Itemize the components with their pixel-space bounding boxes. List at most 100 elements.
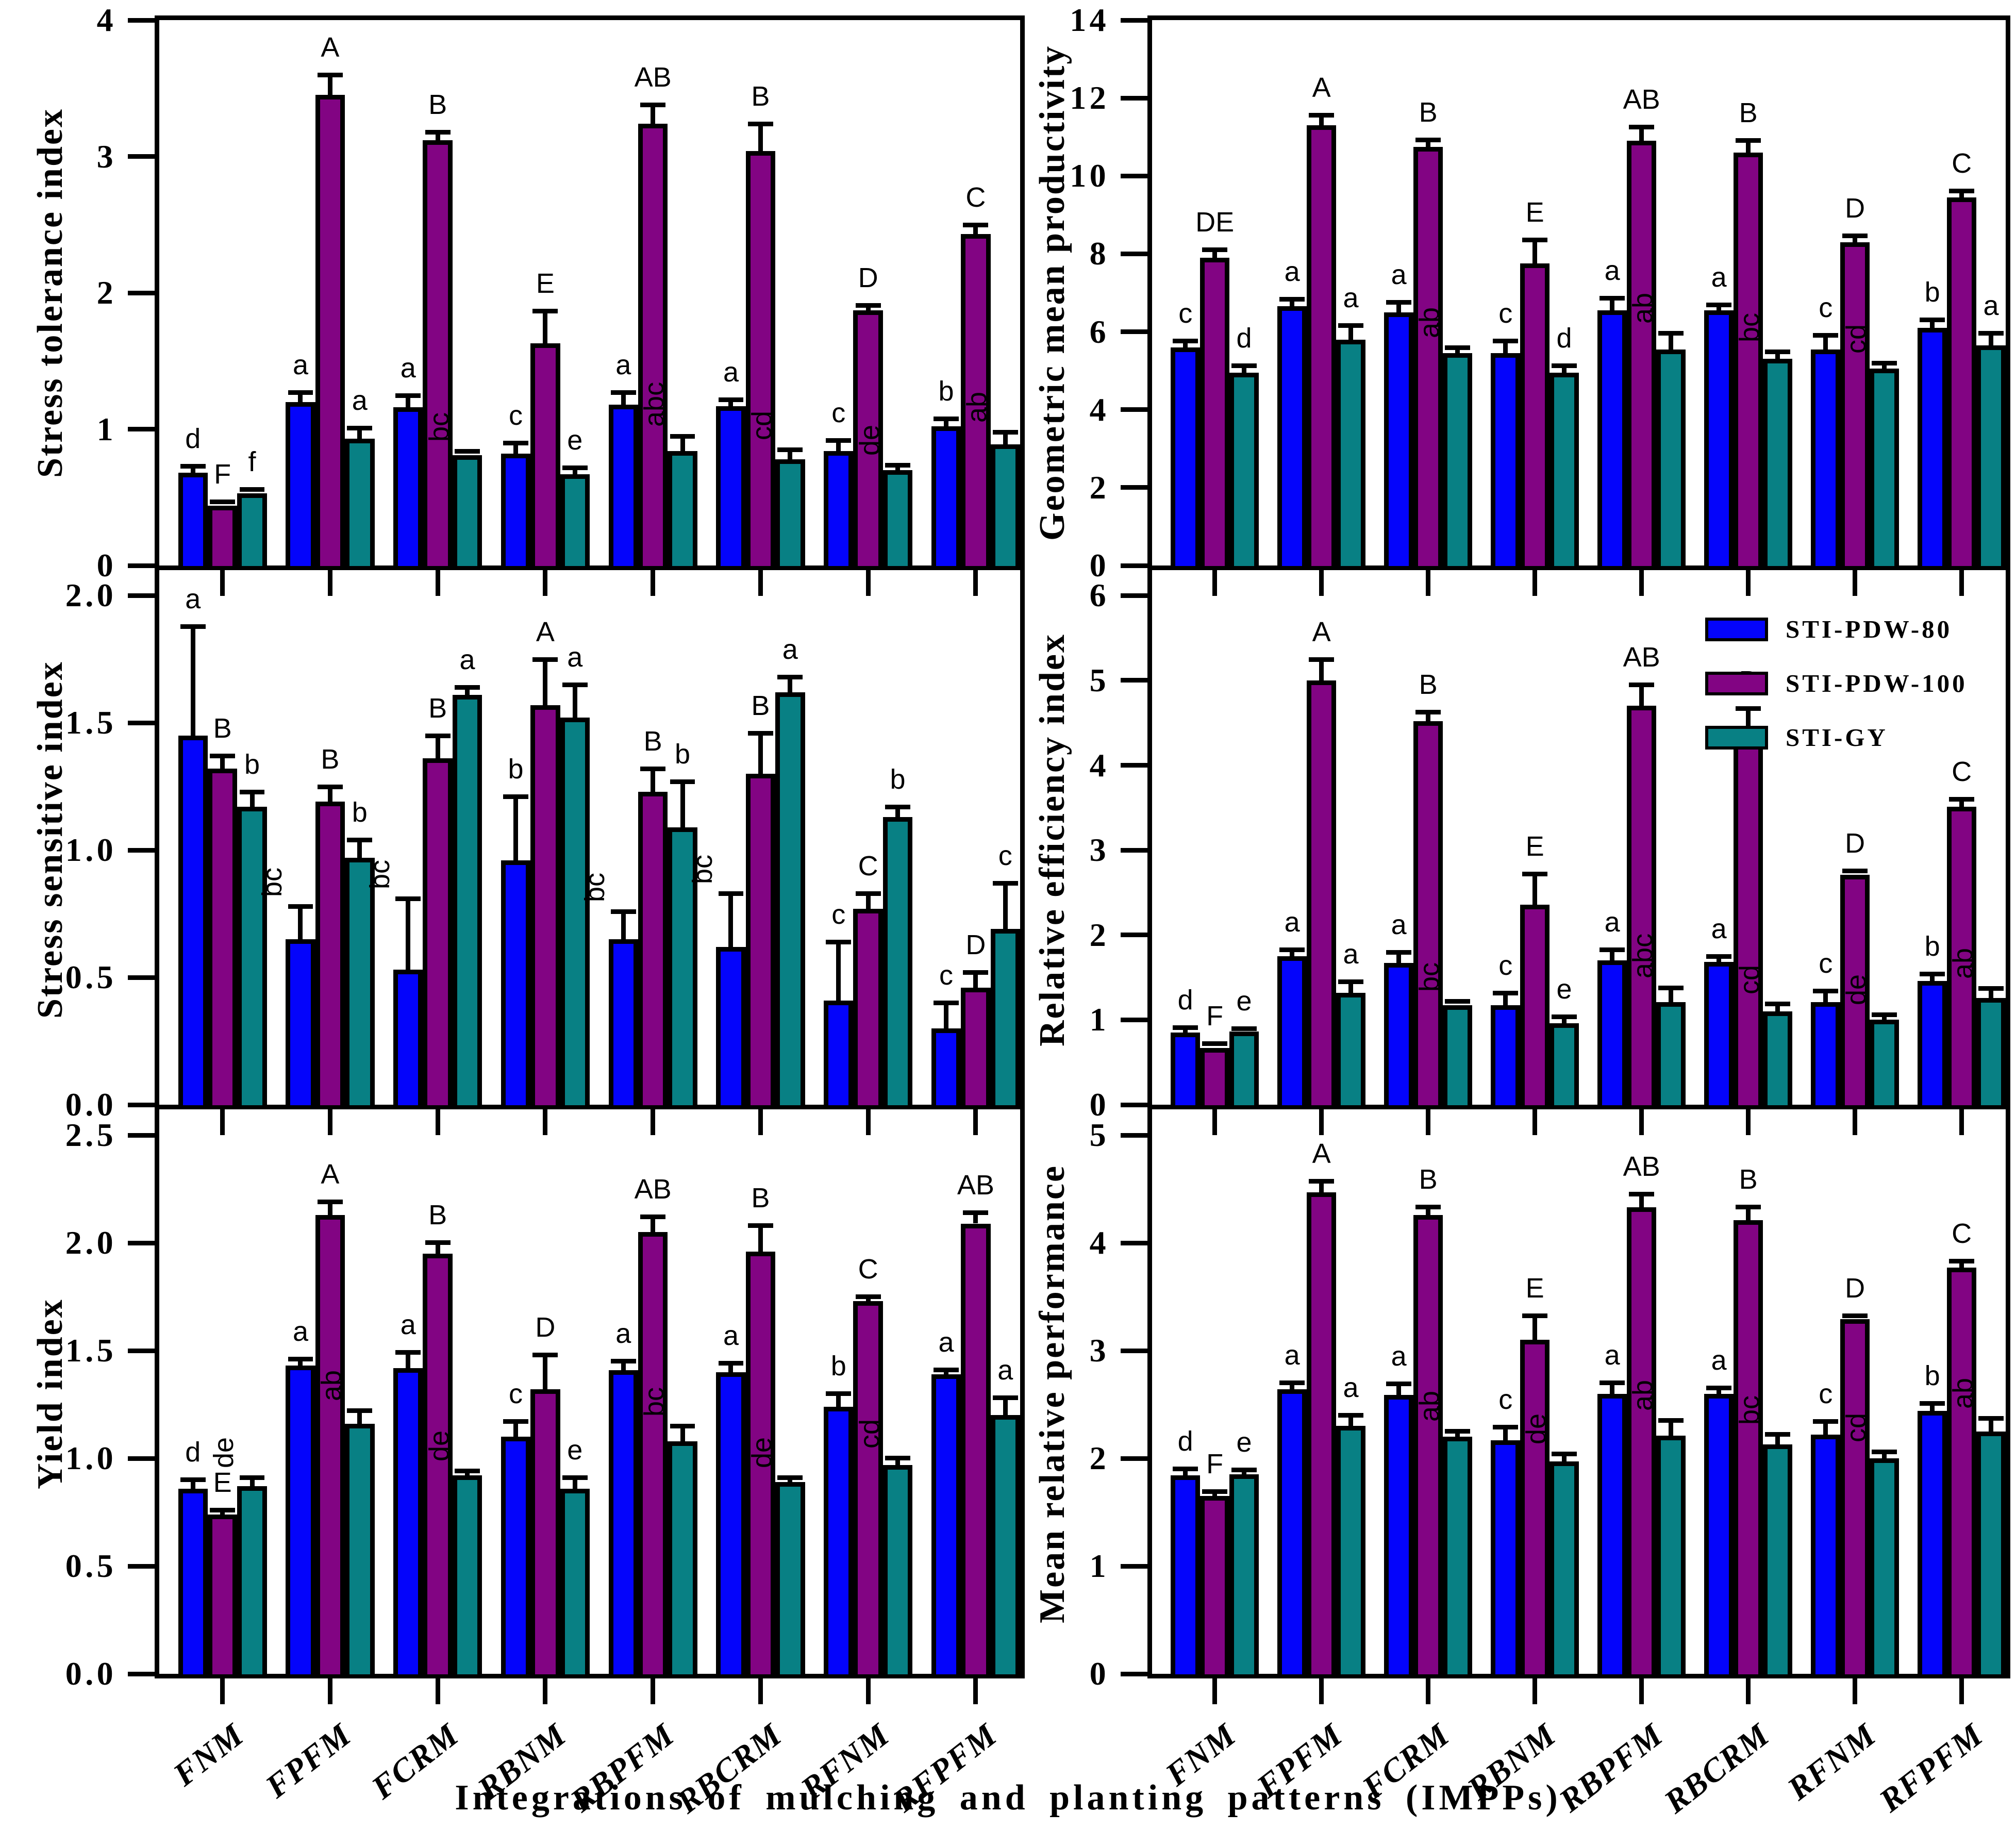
significance-letter: DE [1195, 206, 1235, 238]
significance-letter: b [352, 797, 368, 828]
error-bar-line [1610, 952, 1615, 961]
error-bar-line [865, 1299, 871, 1301]
bar-sti-pdw-80-rbnm [1491, 1005, 1521, 1105]
y-tick [1121, 1017, 1152, 1022]
bar-sti-gy-rbcrm [1763, 1444, 1792, 1674]
significance-letter: d [1556, 322, 1572, 354]
significance-letter: D [535, 1311, 556, 1343]
bar-sti-pdw-80-rbnm [501, 454, 531, 566]
y-tick [128, 847, 159, 853]
error-bar-line [572, 470, 577, 474]
significance-letter: B [321, 743, 340, 775]
error-bar-line [1319, 117, 1324, 126]
error-bar-line [1426, 1209, 1431, 1215]
error-bar-line [513, 799, 518, 860]
error-bar-cap [395, 896, 421, 901]
significance-letter: a [459, 644, 475, 676]
bar-sti-gy-fpfm [345, 439, 375, 566]
y-tick-label: 4 [1089, 391, 1109, 428]
legend-item: STI-GY [1705, 723, 1968, 752]
panel-stress-sensitive-index [155, 570, 1025, 1109]
bar-sti-pdw-80-rbcrm [1704, 310, 1734, 566]
bar-sti-gy-fcrm [452, 1475, 482, 1674]
bar-sti-gy-rfnm [882, 817, 913, 1105]
error-bar-cap [180, 464, 206, 469]
error-bar-line [758, 126, 763, 151]
error-bar-cap [610, 909, 636, 914]
error-bar-line [1562, 1456, 1567, 1462]
bar-sti-gy-fnm [1229, 372, 1259, 566]
significance-letter: de [1840, 974, 1872, 1006]
error-bar-line [651, 107, 656, 124]
error-bar-line [298, 1361, 303, 1366]
significance-letter: d [1236, 322, 1252, 354]
y-tick-label: 0.5 [65, 959, 116, 996]
y-tick-label: 2 [96, 274, 116, 311]
significance-letter: A [1312, 72, 1331, 103]
bar-sti-pdw-100-rfnm [1840, 1319, 1870, 1674]
y-tick-label: 3 [96, 138, 116, 175]
error-bar-cap [670, 434, 695, 439]
x-tick [758, 565, 763, 596]
x-tick [220, 565, 225, 596]
y-tick [128, 975, 159, 980]
x-tick [220, 1674, 225, 1704]
error-bar-cap [718, 891, 744, 896]
error-bar-cap [1920, 1401, 1945, 1406]
error-bar-line [1562, 368, 1567, 373]
error-bar-line [1746, 1209, 1751, 1221]
bar-sti-pdw-80-rbcrm [716, 1372, 746, 1674]
error-bar-cap [1445, 345, 1470, 351]
error-bar-line [973, 975, 978, 988]
x-tick [327, 1105, 332, 1135]
y-tick [128, 290, 159, 295]
error-bar-cap [1813, 332, 1838, 338]
error-bar-line [758, 735, 763, 774]
x-tick [973, 1105, 978, 1135]
significance-letter: b [938, 375, 954, 407]
error-bar-cap [1872, 1449, 1897, 1454]
error-bar-line [1426, 714, 1431, 721]
x-tick [1319, 1105, 1324, 1135]
bar-sti-gy-rbpfm [668, 827, 697, 1105]
error-bar-cap [455, 449, 480, 454]
significance-letter: A [321, 32, 340, 63]
error-bar-line [1212, 252, 1218, 258]
error-bar-line [249, 794, 255, 807]
significance-letter: a [723, 1320, 739, 1352]
x-tick [1212, 1105, 1218, 1135]
bar-sti-gy-fcrm [1443, 1005, 1472, 1105]
significance-letter: b [675, 738, 691, 770]
bar-sti-pdw-100-rbnm [1520, 904, 1550, 1105]
y-axis-title-yield-index: Yield index [30, 1298, 70, 1490]
bar-sti-pdw-80-fnm [1171, 347, 1201, 566]
y-tick-label: 3 [1089, 831, 1109, 869]
bar-sti-pdw-80-rfnm [824, 451, 854, 566]
error-bar-cap [934, 1367, 959, 1372]
y-tick-label: 0.0 [65, 1086, 116, 1123]
error-bar-line [1348, 328, 1354, 340]
bar-sti-pdw-80-rbpfm [608, 1370, 638, 1674]
bar-sti-gy-fnm [1229, 1032, 1259, 1105]
error-bar-cap [503, 794, 528, 800]
error-bar-cap [1202, 1041, 1227, 1046]
y-tick-label: 12 [1070, 79, 1109, 117]
significance-letter: a [1343, 939, 1359, 970]
error-bar-cap [503, 1419, 528, 1424]
bar-sti-pdw-100-fcrm [1413, 146, 1443, 566]
x-tick [1639, 1674, 1644, 1704]
significance-letter: AB [634, 62, 672, 93]
x-tick [543, 565, 548, 596]
bar-sti-pdw-100-rfnm [853, 1301, 883, 1674]
error-bar-line [1003, 435, 1008, 444]
significance-letter: a [1391, 1341, 1407, 1372]
bar-sti-pdw-100-fpfm [1307, 680, 1337, 1105]
y-tick [1121, 1671, 1152, 1676]
significance-letter: a [292, 1316, 308, 1347]
significance-letter: de [746, 1437, 777, 1468]
error-bar-cap [210, 1507, 236, 1512]
bar-sti-pdw-100-rbcrm [745, 774, 776, 1105]
x-tick [973, 565, 978, 596]
error-bar-line [1610, 301, 1615, 310]
legend-label: STI-PDW-100 [1786, 669, 1968, 697]
